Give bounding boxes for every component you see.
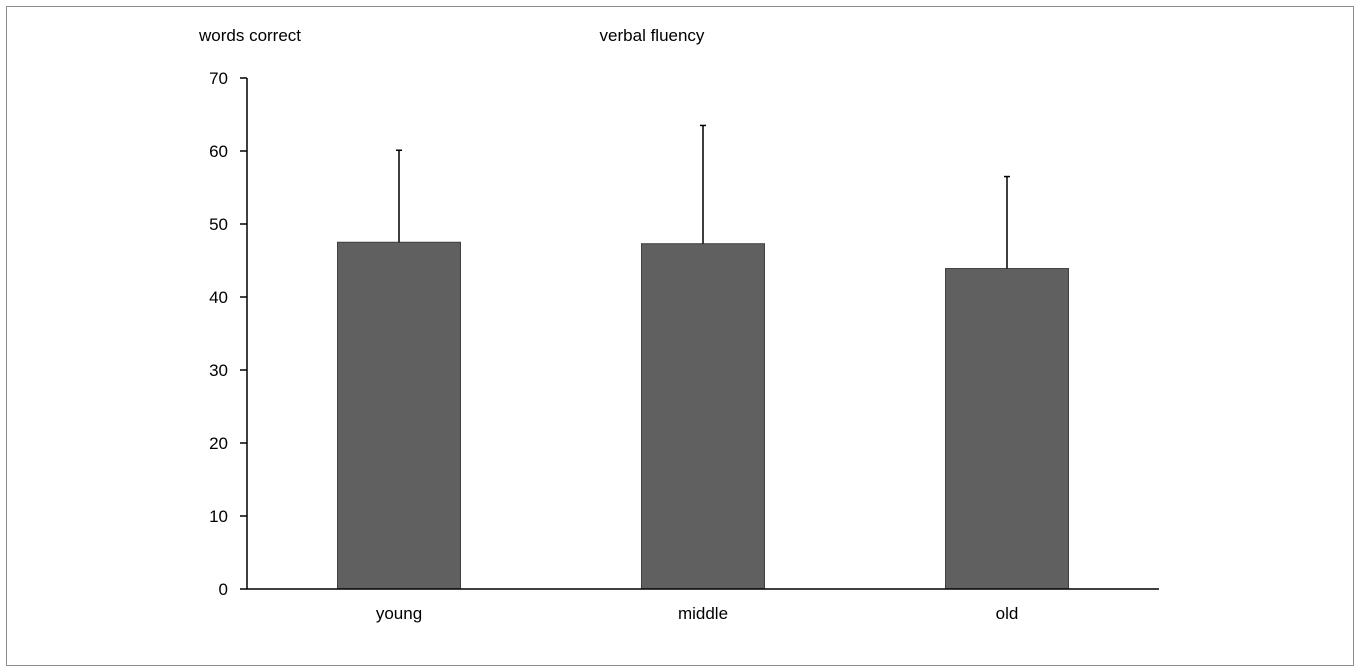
error-bar-middle [700, 124, 706, 244]
error-bar-young [396, 149, 402, 243]
y-tick-label: 20 [209, 434, 228, 453]
y-tick-label: 40 [209, 288, 228, 307]
bar-middle [641, 243, 765, 590]
x-axis: young middle old [376, 604, 1019, 623]
bar-chart: words correct verbal fluency 0 10 20 30 40 50… [198, 26, 1159, 623]
chart-title: verbal fluency [600, 26, 705, 45]
y-tick-label: 10 [209, 507, 228, 526]
y-tick-label: 60 [209, 142, 228, 161]
error-bar-old [1004, 175, 1010, 269]
y-tick-label: 30 [209, 361, 228, 380]
y-tick-label: 70 [209, 69, 228, 88]
x-tick-label-young: young [376, 604, 422, 623]
x-tick-label-old: old [996, 604, 1019, 623]
bars [337, 241, 1069, 590]
y-tick-label: 50 [209, 215, 228, 234]
x-tick-label-middle: middle [678, 604, 728, 623]
axes [246, 78, 1159, 590]
bar-young [337, 241, 461, 590]
y-axis-label: words correct [198, 26, 301, 45]
y-tick-label: 0 [219, 580, 228, 599]
y-axis: 0 10 20 30 40 50 60 70 [209, 69, 247, 599]
error-bars [396, 124, 1010, 269]
bar-old [945, 268, 1069, 590]
